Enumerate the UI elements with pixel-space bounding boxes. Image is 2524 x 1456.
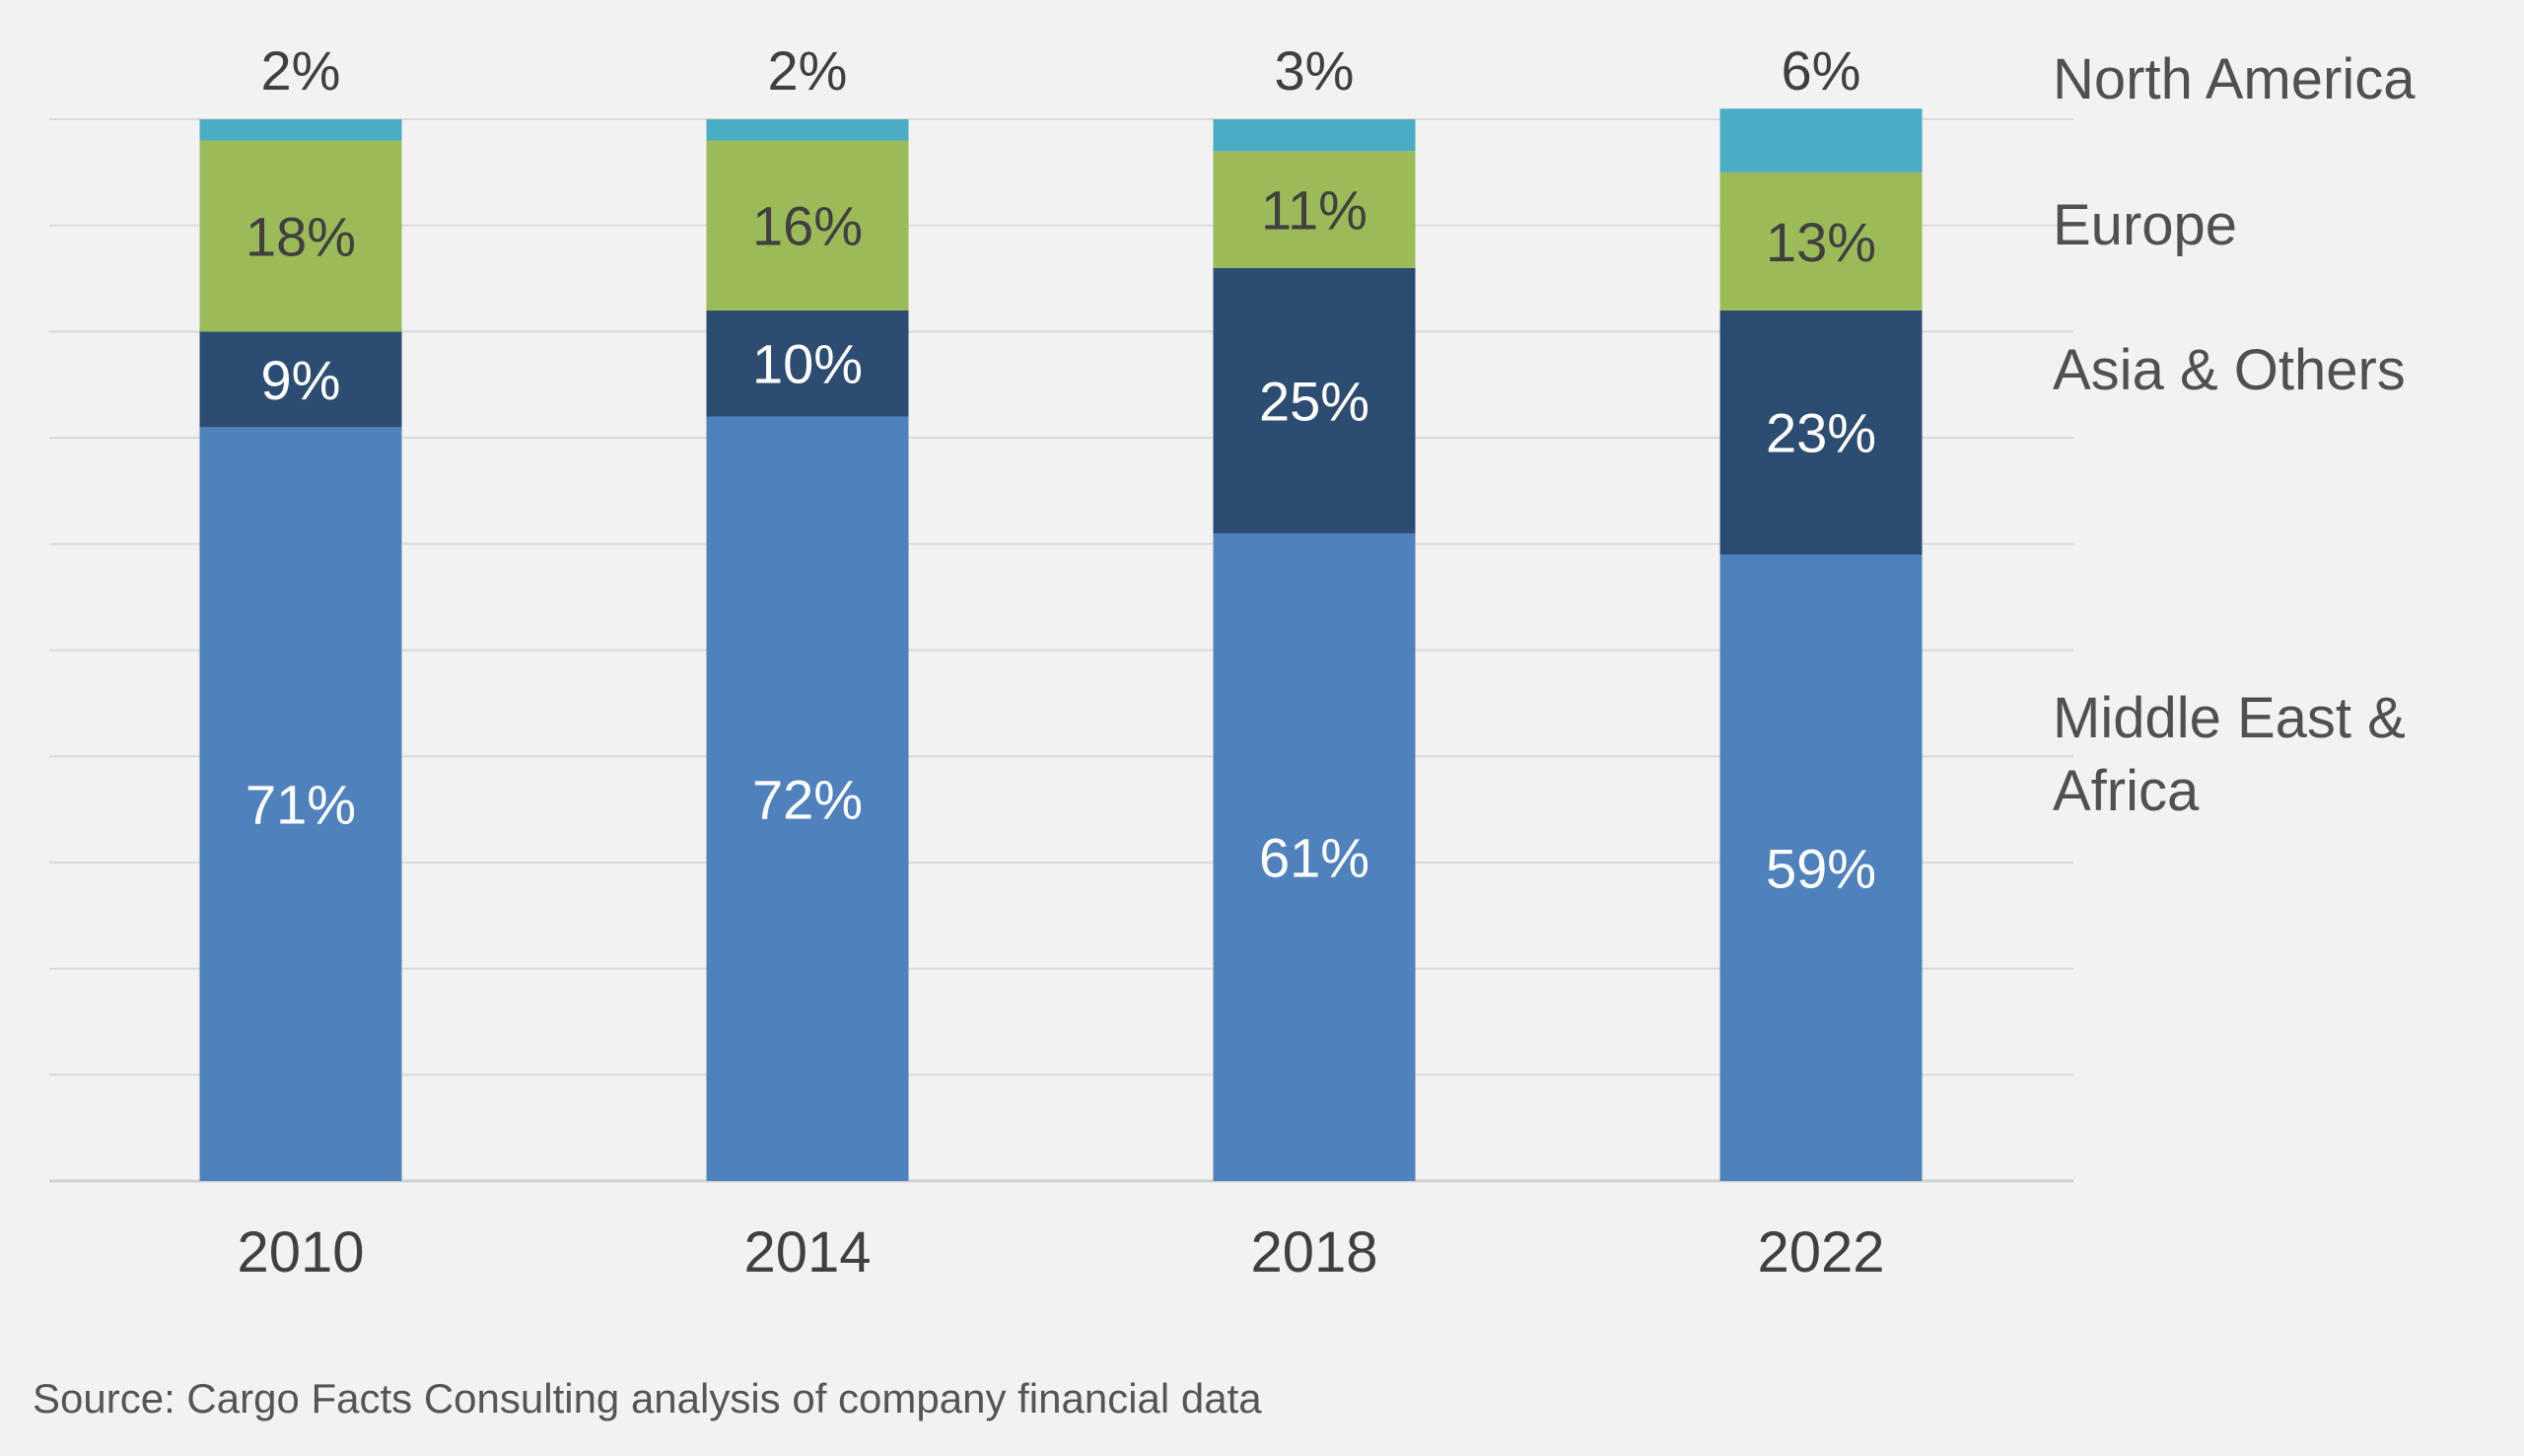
legend-label: Middle East & Africa: [2053, 686, 2406, 823]
bar-segment: [706, 140, 909, 311]
data-label: 11%: [1261, 179, 1367, 242]
x-tick-label: 2014: [743, 1220, 871, 1284]
data-label: 16%: [752, 195, 863, 257]
x-tick-label: 2010: [237, 1220, 364, 1284]
data-label: 18%: [245, 205, 356, 267]
data-label: 25%: [1259, 370, 1369, 432]
bar-segment: [1213, 267, 1416, 534]
data-label: 59%: [1766, 837, 1876, 899]
data-label: 2%: [261, 39, 341, 102]
legend-label: Asia & Others: [2053, 338, 2406, 402]
bar-value-labels: 71% 72% 61% 59% 9% 10% 25% 23% 18% 16% 11% 13% 2% 2% 3…: [245, 39, 1876, 899]
bar-segment: [706, 119, 909, 141]
source-note: Source: Cargo Facts Consulting analysis …: [33, 1375, 1262, 1421]
bar-segment: [1213, 151, 1416, 268]
bar-segment: [706, 310, 909, 417]
data-label: 9%: [261, 349, 341, 411]
bar-segment: [199, 119, 402, 141]
data-label: 13%: [1766, 211, 1876, 273]
data-label: 2%: [768, 39, 848, 102]
data-label: 71%: [245, 774, 356, 836]
x-tick-label: 2022: [1757, 1220, 1884, 1284]
bar-segment: [1719, 554, 1923, 1181]
data-label: 23%: [1766, 402, 1876, 464]
bars: [199, 108, 1923, 1182]
legend: North America Europe Asia & Others Middle E…: [2053, 47, 2416, 823]
x-tick-label: 2018: [1250, 1220, 1377, 1284]
bar-segment: [706, 416, 909, 1181]
bar-segment: [199, 140, 402, 332]
bar-segment: [1213, 119, 1416, 152]
bar-segment: [1719, 310, 1923, 555]
bar-segment: [199, 331, 402, 428]
bar-segment: [1719, 172, 1923, 311]
data-label: 72%: [752, 768, 863, 830]
bar-segment: [199, 427, 402, 1182]
data-label: 6%: [1782, 39, 1861, 102]
data-label: 10%: [752, 333, 863, 395]
bar-segment: [1213, 533, 1416, 1181]
data-label: 61%: [1259, 827, 1369, 889]
legend-label: Europe: [2053, 193, 2237, 257]
legend-label: North America: [2053, 47, 2416, 111]
x-axis-tick-labels: 2010 2014 2018 2022: [237, 1220, 1884, 1284]
bar-segment: [1719, 108, 1923, 173]
data-label: 3%: [1275, 39, 1355, 102]
